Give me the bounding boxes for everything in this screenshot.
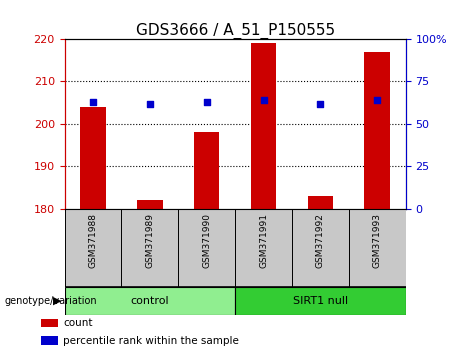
Bar	[65, 209, 121, 287]
Text: SIRT1 null: SIRT1 null	[293, 296, 348, 306]
Bar	[65, 287, 235, 315]
Text: GSM371992: GSM371992	[316, 213, 325, 268]
Point	[317, 101, 324, 106]
Bar	[178, 209, 235, 287]
Bar	[80, 107, 106, 209]
Bar	[365, 52, 390, 209]
Text: ▶: ▶	[53, 296, 62, 306]
Bar	[235, 209, 292, 287]
Bar	[307, 196, 333, 209]
Text: genotype/variation: genotype/variation	[5, 296, 97, 306]
Point	[260, 97, 267, 103]
Point	[203, 99, 210, 105]
Bar	[121, 209, 178, 287]
Title: GDS3666 / A_51_P150555: GDS3666 / A_51_P150555	[136, 23, 335, 39]
Text: GSM371990: GSM371990	[202, 213, 211, 268]
Bar	[235, 287, 406, 315]
Text: percentile rank within the sample: percentile rank within the sample	[63, 336, 239, 346]
Bar	[349, 209, 406, 287]
Bar	[251, 43, 276, 209]
Text: GSM371988: GSM371988	[89, 213, 97, 268]
Text: count: count	[63, 318, 93, 328]
Bar	[41, 319, 58, 327]
Text: GSM371991: GSM371991	[259, 213, 268, 268]
Text: GSM371993: GSM371993	[373, 213, 382, 268]
Point	[373, 97, 381, 103]
Bar	[194, 132, 219, 209]
Text: control: control	[130, 296, 169, 306]
Bar	[292, 209, 349, 287]
Point	[89, 99, 97, 105]
Bar	[137, 200, 163, 209]
Bar	[41, 336, 58, 345]
Point	[146, 101, 154, 106]
Text: GSM371989: GSM371989	[145, 213, 154, 268]
